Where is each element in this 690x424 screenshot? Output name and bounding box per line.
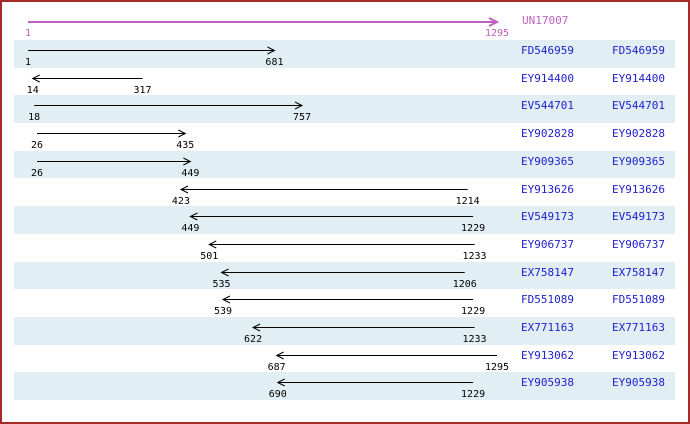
accession-label-secondary[interactable]: EX758147 xyxy=(612,265,665,279)
end-coordinate: 1233 xyxy=(462,334,487,345)
accession-label-secondary[interactable]: EY914400 xyxy=(612,71,665,85)
start-coordinate: 26 xyxy=(31,140,44,152)
end-coordinate: 1229 xyxy=(461,306,486,318)
alignment-row: 18 757 EV544701 EV544701 xyxy=(14,95,675,123)
end-coordinate: 449 xyxy=(181,167,200,179)
accession-label-secondary[interactable]: EY905938 xyxy=(612,376,665,390)
alignment-row: 26 449 EY909365 EY909365 xyxy=(14,150,675,179)
reference-label: UN17007 xyxy=(522,14,569,27)
alignment-row: 687 1295 EY913062 EY913062 xyxy=(14,345,675,373)
reference-end-coordinate: 1295 xyxy=(484,28,510,39)
accession-label[interactable]: EY913626 xyxy=(521,182,574,196)
accession-label-secondary[interactable]: EV549173 xyxy=(612,210,665,224)
alignment-row: 423 1214 EY913626 EY913626 xyxy=(14,179,675,207)
start-coordinate: 14 xyxy=(26,84,39,96)
end-coordinate: 681 xyxy=(265,57,284,68)
start-coordinate: 687 xyxy=(267,361,286,373)
alignment-row: 449 1229 EV549173 EV549173 xyxy=(14,206,675,234)
start-coordinate: 690 xyxy=(268,389,287,401)
reference-arrow xyxy=(28,17,500,27)
start-coordinate: 622 xyxy=(244,334,263,345)
start-coordinate: 535 xyxy=(212,278,231,290)
start-coordinate: 18 xyxy=(28,112,41,124)
start-coordinate: 539 xyxy=(213,306,233,318)
end-coordinate: 1229 xyxy=(461,389,486,401)
alignment-arrow xyxy=(221,295,474,304)
alignment-arrow xyxy=(276,378,474,387)
accession-label[interactable]: EX771163 xyxy=(521,321,574,334)
accession-label-secondary[interactable]: EY906737 xyxy=(612,237,665,251)
alignment-arrow xyxy=(208,240,475,249)
alignment-arrow xyxy=(251,323,475,332)
alignment-arrow xyxy=(28,46,276,55)
alignment-arrow xyxy=(179,185,468,193)
accession-label-secondary[interactable]: EY913626 xyxy=(612,182,665,196)
alignment-arrow xyxy=(37,129,187,138)
end-coordinate: 1214 xyxy=(455,195,480,207)
start-coordinate: 501 xyxy=(200,250,219,262)
end-coordinate: 435 xyxy=(176,140,195,152)
alignment-row: 535 1206 EX758147 EX758147 xyxy=(14,261,675,290)
accession-label[interactable]: EV549173 xyxy=(521,210,574,224)
accession-label-secondary[interactable]: EY902828 xyxy=(612,127,665,141)
alignment-arrow xyxy=(189,212,474,221)
accession-label[interactable]: EV544701 xyxy=(521,99,574,113)
alignment-row: 690 1229 EY905938 EY905938 xyxy=(14,372,675,400)
alignment-arrow xyxy=(220,268,465,277)
alignment-arrow xyxy=(31,74,143,83)
accession-label[interactable]: EY914400 xyxy=(521,71,574,85)
accession-label-secondary[interactable]: EY909365 xyxy=(612,154,665,168)
end-coordinate: 757 xyxy=(292,112,312,124)
alignment-row: 14 317 EY914400 EY914400 xyxy=(14,68,675,96)
start-coordinate: 26 xyxy=(31,167,44,179)
alignment-arrow xyxy=(34,101,304,110)
start-coordinate: 1 xyxy=(24,57,32,68)
accession-label-secondary[interactable]: EY913062 xyxy=(612,348,665,362)
accession-label[interactable]: EY905938 xyxy=(521,376,574,390)
accession-label-secondary[interactable]: EV544701 xyxy=(612,99,665,113)
accession-label-secondary[interactable]: FD551089 xyxy=(612,293,665,307)
accession-label[interactable]: EX758147 xyxy=(521,265,574,279)
end-coordinate: 1233 xyxy=(462,250,487,262)
alignment-row: 1 681 FD546959 FD546959 xyxy=(14,40,675,68)
start-coordinate: 449 xyxy=(181,223,200,235)
end-coordinate: 1206 xyxy=(452,278,477,290)
end-coordinate: 1295 xyxy=(484,361,510,373)
accession-label[interactable]: EY909365 xyxy=(521,154,574,168)
accession-label[interactable]: EY902828 xyxy=(521,127,574,141)
alignment-arrow xyxy=(37,157,192,166)
accession-label[interactable]: EY913062 xyxy=(521,348,574,362)
end-coordinate: 317 xyxy=(133,84,152,96)
alignment-row: 622 1233 EX771163 EX771163 xyxy=(14,317,675,345)
accession-label[interactable]: FD546959 xyxy=(521,44,574,57)
reference-start-coordinate: 1 xyxy=(24,28,32,39)
alignment-row: 501 1233 EY906737 EY906737 xyxy=(14,234,675,262)
end-coordinate: 1229 xyxy=(461,223,486,235)
alignment-row: 26 435 EY902828 EY902828 xyxy=(14,123,675,151)
accession-label[interactable]: EY906737 xyxy=(521,237,574,251)
alignment-row: 539 1229 FD551089 FD551089 xyxy=(14,289,675,317)
accession-label-secondary[interactable]: EX771163 xyxy=(612,321,665,334)
accession-label-secondary[interactable]: FD546959 xyxy=(612,44,665,57)
alignment-arrow xyxy=(275,351,497,360)
reference-band: UN17007 1 1295 xyxy=(14,8,675,40)
accession-label[interactable]: FD551089 xyxy=(521,293,574,307)
start-coordinate: 423 xyxy=(171,195,190,207)
